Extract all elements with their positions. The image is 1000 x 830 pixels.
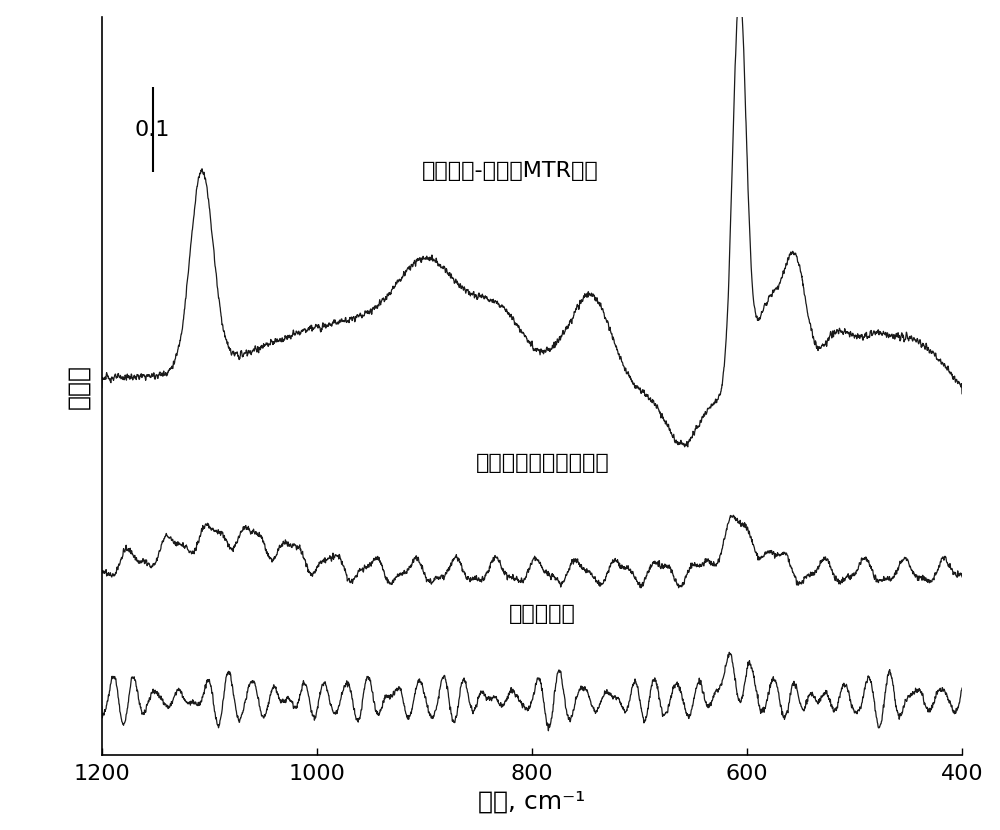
Text: 垂直入射法: 垂直入射法 [509,603,576,623]
Text: 多重透射-反射（MTR）法: 多重透射-反射（MTR）法 [422,161,599,182]
Text: 布儒斯特角单次透射法: 布儒斯特角单次透射法 [476,453,610,473]
Text: 0.1: 0.1 [134,120,169,139]
X-axis label: 波数, cm⁻¹: 波数, cm⁻¹ [478,789,586,813]
Y-axis label: 吸光度: 吸光度 [67,364,91,408]
